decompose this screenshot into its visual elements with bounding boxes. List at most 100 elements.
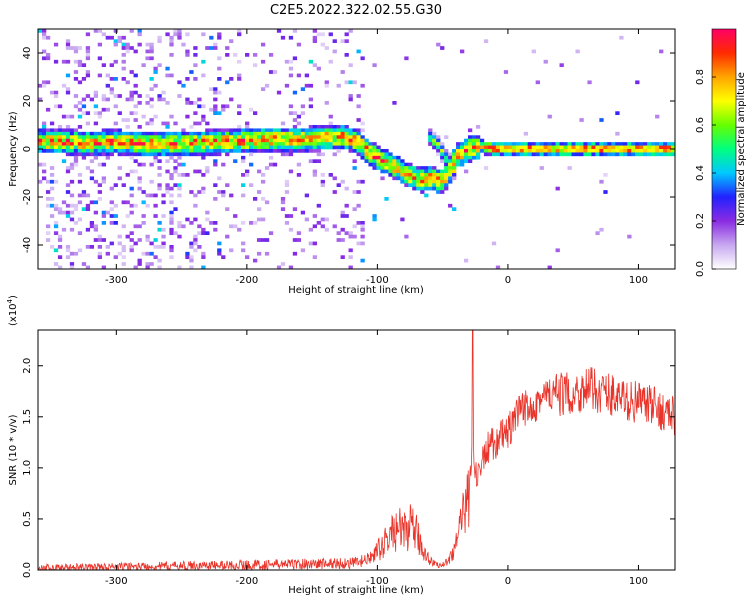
heatmap-cell [643,149,648,153]
heatmap-cell [372,145,377,150]
heatmap-cell [396,169,401,174]
heatmap-cell [260,238,266,242]
heatmap-cell [165,32,170,37]
heatmap-cell [324,80,329,85]
heatmap-cell [193,101,198,105]
heatmap-cell [276,135,282,140]
heatmap-cell [85,49,91,54]
heatmap-cell [300,128,306,133]
heatmap-cell [141,221,146,225]
heatmap-cell [197,224,202,229]
heatmap-cell [125,46,130,50]
heatmap-cell [81,97,87,102]
heatmap-cell [169,221,174,225]
heatmap-cell [157,149,162,153]
heatmap-cell [225,53,230,57]
heatmap-cell [280,128,286,133]
heatmap-cell [165,159,170,164]
heatmap-cell [444,176,449,181]
heatmap-cell [320,145,325,150]
heatmap-cell [217,138,222,143]
heatmap-cell [495,265,501,269]
heatmap-cell [348,149,353,153]
heatmap-cell [157,63,162,68]
heatmap-cell [65,73,71,78]
heatmap-cell [300,248,306,253]
heatmap-cell [288,35,294,40]
heatmap-cell [615,149,620,153]
heatmap-cell [121,145,126,150]
heatmap-cell [73,251,79,256]
heatmap-cell [332,138,337,143]
heatmap-cell [73,59,79,64]
heatmap-cell [197,149,202,153]
heatmap-cell [77,248,83,253]
heatmap-cell [336,142,341,146]
heatmap-cell [41,142,47,146]
heatmap-cell [193,131,198,136]
heatmap-cell [89,169,95,174]
heatmap-cell [129,145,134,150]
heatmap-cell [667,152,672,157]
heatmap-cell [348,94,353,98]
heatmap-cell [583,142,588,146]
heatmap-cell [467,149,473,153]
heatmap-cell [185,173,190,177]
heatmap-cell [603,152,608,157]
heatmap-cell [388,155,393,160]
heatmap-cell [456,142,461,146]
heatmap-cell [444,162,449,167]
heatmap-cell [201,135,206,140]
heatmap-cell [471,149,477,153]
heatmap-cell [213,107,218,112]
heatmap-cell [161,145,166,150]
heatmap-cell [308,83,314,88]
heatmap-cell [404,169,409,174]
heatmap-cell [635,80,640,85]
heatmap-cell [193,145,198,150]
heatmap-cell [440,169,445,174]
heatmap-cell [420,166,425,170]
heatmap-cell [344,138,349,143]
heatmap-cell [252,111,258,116]
heatmap-cell [61,128,67,133]
heatmap-cell [65,190,71,194]
heatmap-cell [571,152,576,157]
heatmap-cell [53,138,59,143]
heatmap-cell [53,90,59,95]
heatmap-cell [452,166,457,170]
heatmap-cell [38,29,43,33]
heatmap-cell [45,128,51,133]
heatmap-cell [475,135,481,140]
heatmap-cell [81,131,87,136]
heatmap-cell [113,145,118,150]
heatmap-cell [169,176,174,181]
heatmap-cell [456,162,461,167]
heatmap-cell [221,104,226,109]
heatmap-cell [65,152,71,157]
heatmap-cell [428,166,433,170]
heatmap-cell [599,179,604,184]
heatmap-cell [280,152,286,157]
heatmap-cell [603,173,608,177]
heatmap-cell [245,138,250,143]
heatmap-cell [169,145,174,150]
heatmap-cell [129,245,134,249]
heatmap-cell [197,231,202,236]
heatmap-cell [133,73,138,78]
heatmap-cell [109,221,114,225]
heatmap-cell [432,145,437,150]
heatmap-cell [400,173,405,177]
heatmap-cell [169,231,174,236]
heatmap-cell [125,142,130,146]
heatmap-cell [133,83,138,88]
heatmap-cell [288,145,294,150]
heatmap-cell [599,145,604,150]
heatmap-cell [177,35,182,40]
heatmap-cell [392,173,397,177]
heatmap-cell [392,155,397,160]
heatmap-cell [416,186,421,191]
heatmap-cell [65,90,71,95]
heatmap-cell [85,193,91,198]
heatmap-cell [197,104,202,109]
